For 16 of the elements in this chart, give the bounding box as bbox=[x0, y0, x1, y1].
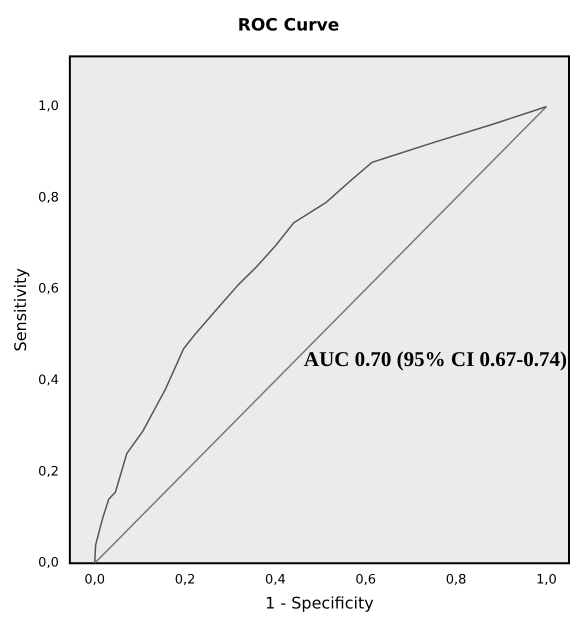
x-tick-label: 0,8 bbox=[446, 572, 466, 588]
x-tick-label: 0,6 bbox=[355, 572, 376, 588]
y-tick-label: 0,6 bbox=[38, 282, 59, 297]
y-tick-label: 0,0 bbox=[38, 556, 59, 571]
x-tick-label: 0,0 bbox=[84, 572, 106, 588]
annotation: AUC 0.70 (95% CI 0.67-0.74) bbox=[304, 346, 567, 371]
y-tick-label: 0,8 bbox=[38, 190, 59, 206]
y-tick-label: 0,2 bbox=[38, 464, 59, 480]
x-tick-label: 1,0 bbox=[536, 572, 557, 588]
chart-title: ROC Curve bbox=[238, 16, 340, 36]
y-axis-title: Sensitivity bbox=[10, 268, 30, 352]
x-tick-label: 0,4 bbox=[265, 572, 286, 588]
y-tick-label: 1,0 bbox=[38, 99, 59, 114]
x-tick-label: 0,2 bbox=[174, 572, 196, 588]
y-tick-label: 0,4 bbox=[38, 372, 59, 388]
x-axis-title: 1 - Specificity bbox=[265, 594, 374, 613]
